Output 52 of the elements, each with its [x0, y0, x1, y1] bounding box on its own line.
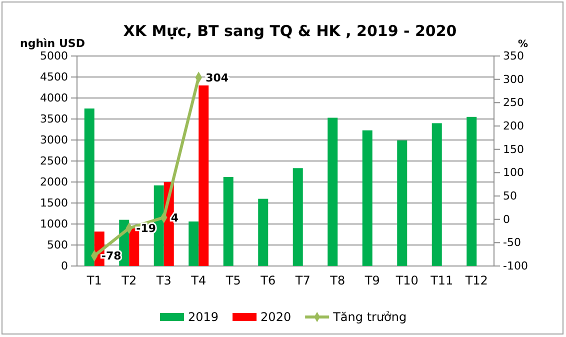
bar [466, 116, 477, 266]
y2-tick-label: 150 [503, 142, 524, 156]
bar [432, 123, 442, 266]
x-tick-label: T6 [260, 274, 276, 288]
y-tick-label: 1500 [40, 196, 68, 210]
y2-tick-label: 50 [503, 190, 517, 203]
legend-label: Tăng trưởng [332, 310, 407, 324]
x-tick-label: T9 [364, 274, 380, 288]
bar [362, 130, 372, 266]
y2-axis-title: % [518, 39, 528, 50]
y-tick-label: 5000 [40, 50, 68, 63]
chart-title: XK Mực, BT sang TQ & HK , 2019 - 2020 [123, 22, 457, 40]
bar [154, 185, 164, 266]
x-tick-label: T3 [155, 274, 172, 288]
legend-label: 2020 [260, 310, 292, 324]
y-tick-label: 2000 [40, 176, 68, 189]
x-tick-label: T2 [120, 274, 137, 288]
x-tick-label: T12 [464, 274, 488, 288]
bar [84, 108, 94, 266]
y-tick-label: 3000 [40, 134, 68, 147]
y-tick-label: 500 [47, 238, 68, 252]
y-axis-title: nghìn USD [20, 37, 85, 50]
x-tick-label: T7 [294, 274, 310, 288]
bar [292, 168, 303, 266]
y-tick-label: 3500 [40, 112, 68, 126]
bar [328, 118, 338, 266]
bar [258, 198, 268, 266]
x-tick-label: T1 [86, 274, 102, 288]
y-tick-label: 0 [61, 260, 68, 273]
legend-label: 2019 [188, 310, 219, 324]
y2-tick-label: 350 [503, 50, 524, 63]
bar [223, 176, 234, 266]
x-tick-label: T4 [190, 274, 206, 288]
x-tick-label: T11 [430, 274, 454, 288]
bar [198, 85, 209, 266]
y2-tick-label: 300 [503, 72, 524, 86]
y-tick-label: 4000 [40, 92, 68, 105]
y2-tick-label: 250 [503, 96, 524, 110]
y-tick-label: 2500 [40, 154, 68, 168]
y2-tick-label: -50 [503, 236, 521, 250]
y2-tick-label: 100 [503, 166, 524, 180]
y-tick-label: 1000 [40, 218, 68, 231]
x-tick-label: T8 [329, 274, 346, 288]
x-tick-label: T10 [394, 274, 418, 288]
bar [397, 140, 408, 266]
x-tick-label: T5 [224, 274, 241, 288]
bar [188, 221, 199, 266]
y2-tick-label: -100 [503, 260, 528, 273]
data-label: 304 [206, 71, 229, 84]
y-tick-label: 4500 [40, 70, 68, 84]
y2-tick-label: 200 [503, 120, 524, 133]
y2-tick-label: 0 [503, 212, 510, 226]
